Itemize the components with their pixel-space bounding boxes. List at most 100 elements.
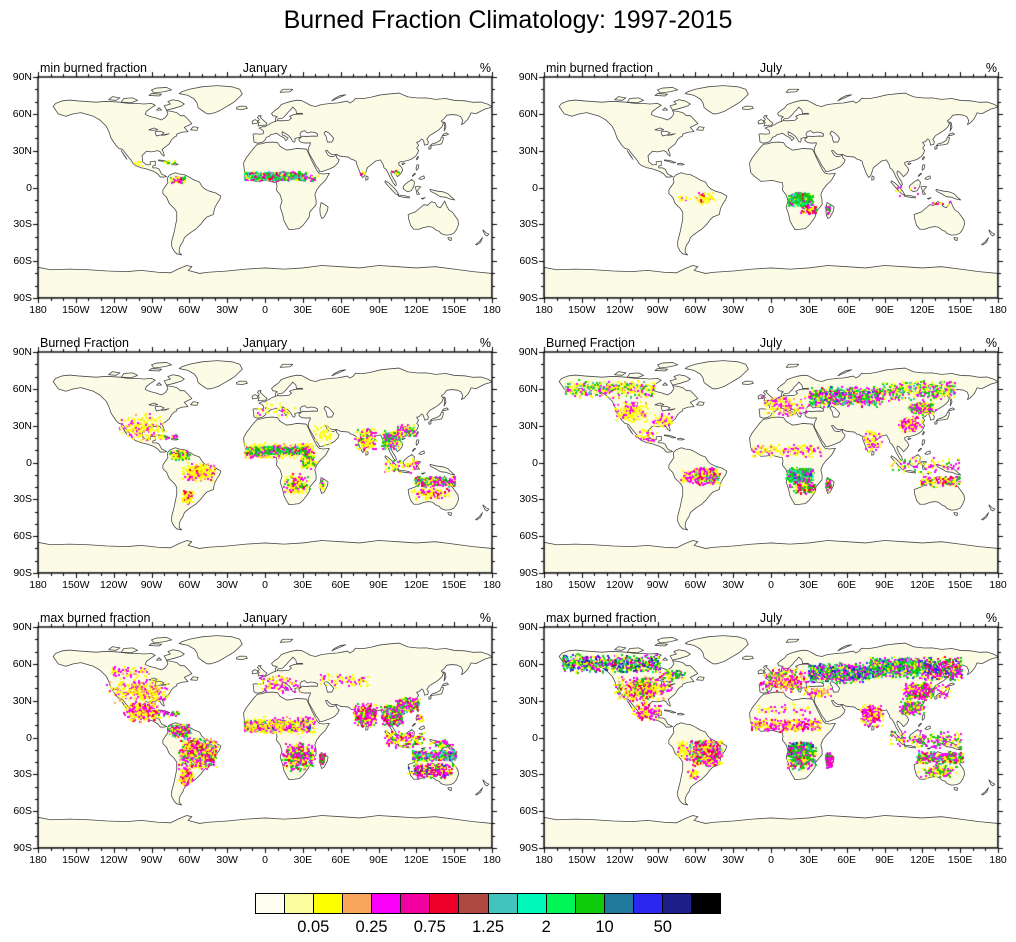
lat-tick-label: 90N <box>12 621 32 633</box>
panel-unit-label: % <box>985 336 997 350</box>
lat-tick-label: 60N <box>12 382 32 395</box>
map-data-canvas <box>536 619 1006 856</box>
map-data-canvas <box>536 344 1006 581</box>
lat-tick-label: 60S <box>519 805 538 818</box>
lat-tick-label: 30S <box>519 768 538 781</box>
colorbar-cell <box>662 894 692 913</box>
lon-tick-label: 60W <box>684 854 707 866</box>
lon-tick-label: 90W <box>140 854 163 866</box>
lon-tick-label: 0 <box>262 854 268 866</box>
lon-tick-label: 180 <box>989 304 1007 316</box>
lon-tick-label: 30W <box>722 854 744 866</box>
colorbar-tick-label: 0.25 <box>355 918 388 936</box>
lon-tick-label: 150E <box>441 579 467 591</box>
colorbar-cells <box>255 893 721 914</box>
lon-tick-label: 60W <box>684 579 707 591</box>
lat-tick-label: 90S <box>13 567 32 579</box>
lat-tick-label: 0 <box>532 181 538 194</box>
colorbar-cell <box>633 894 663 913</box>
lon-tick-label: 30E <box>799 579 819 591</box>
lat-tick-label: 30N <box>518 144 538 157</box>
lat-tick-label: 30S <box>519 493 538 506</box>
lat-tick-label: 90S <box>519 292 538 304</box>
lon-tick-label: 30W <box>216 579 238 591</box>
colorbar-tick-label: 50 <box>653 918 672 936</box>
lon-tick-label: 60W <box>178 304 201 316</box>
lon-tick-label: 180 <box>535 854 553 866</box>
lon-tick-label: 90E <box>875 854 894 866</box>
lon-tick-label: 60W <box>684 304 707 316</box>
colorbar-cell <box>459 894 489 913</box>
lon-tick-label: 0 <box>768 304 774 316</box>
lon-tick-label: 60W <box>178 579 201 591</box>
colorbar-cell <box>691 894 720 913</box>
lon-tick-label: 0 <box>768 854 774 866</box>
colorbar-cell <box>401 894 431 913</box>
lon-tick-label: 60E <box>837 854 856 866</box>
colorbar-cell <box>546 894 576 913</box>
lon-tick-label: 120W <box>99 854 128 866</box>
lat-tick-label: 30N <box>518 694 538 707</box>
lon-tick-label: 150E <box>947 854 973 866</box>
lat-tick-label: 90S <box>519 567 538 579</box>
lat-tick-label: 30N <box>518 419 538 432</box>
lon-tick-label: 120E <box>404 854 429 866</box>
map-data-canvas <box>30 344 500 581</box>
lon-tick-label: 120E <box>404 304 429 316</box>
colorbar-cell <box>372 894 402 913</box>
lat-tick-label: 90N <box>518 346 538 358</box>
lat-tick-label: 30N <box>12 144 32 157</box>
lon-tick-label: 30W <box>722 579 744 591</box>
lon-tick-label: 90E <box>875 579 894 591</box>
colorbar-cell <box>488 894 518 913</box>
lon-tick-label: 90E <box>369 304 388 316</box>
lon-tick-label: 120E <box>910 854 935 866</box>
lon-tick-label: 180 <box>29 304 47 316</box>
lon-tick-label: 30E <box>293 304 313 316</box>
lon-tick-label: 150W <box>568 579 596 591</box>
lon-tick-label: 180 <box>483 854 501 866</box>
panel-unit-label: % <box>479 611 491 625</box>
lat-tick-label: 90N <box>12 346 32 358</box>
lon-tick-label: 60E <box>837 579 856 591</box>
lon-tick-label: 90W <box>140 304 163 316</box>
lon-tick-label: 30E <box>293 579 313 591</box>
lat-tick-label: 30S <box>519 218 538 231</box>
lon-tick-label: 180 <box>483 579 501 591</box>
map-data-canvas <box>30 619 500 856</box>
lat-tick-label: 90N <box>12 71 32 83</box>
lon-tick-label: 180 <box>535 579 553 591</box>
lat-tick-label: 0 <box>26 181 32 194</box>
colorbar-cell <box>343 894 373 913</box>
lon-tick-label: 120E <box>910 579 935 591</box>
panel-unit-label: % <box>985 611 997 625</box>
lat-tick-label: 30S <box>13 768 32 781</box>
lon-tick-label: 30E <box>293 854 313 866</box>
lat-tick-label: 30N <box>12 419 32 432</box>
lon-tick-label: 120W <box>99 579 128 591</box>
panel-mean-july: Burned Fraction July % 90N 60N 30N 0 30S 60S 9… <box>519 336 1007 591</box>
panel-unit-label: % <box>479 336 491 350</box>
panel-min-january: min burned fraction January % 90N 60N 30N 0… <box>13 61 501 316</box>
lon-tick-label: 150W <box>568 304 596 316</box>
colorbar-tick-label: 10 <box>595 918 614 936</box>
lon-tick-label: 0 <box>262 579 268 591</box>
lon-tick-label: 30W <box>216 854 238 866</box>
lat-tick-label: 60N <box>518 107 538 120</box>
map-data-canvas <box>536 69 1006 306</box>
colorbar-tick-label: 0.05 <box>297 918 330 936</box>
colorbar-tick-label: 1.25 <box>471 918 505 936</box>
panel-unit-label: % <box>985 61 997 75</box>
lat-tick-label: 90N <box>518 71 538 83</box>
lon-tick-label: 150W <box>62 304 90 316</box>
panel-min-july: min burned fraction July % 90N 60N 30N 0 30S… <box>519 61 1007 316</box>
figure-title: Burned Fraction Climatology: 1997-2015 <box>283 6 733 34</box>
lon-tick-label: 60E <box>331 304 350 316</box>
lat-tick-label: 30S <box>13 493 32 506</box>
lon-tick-label: 90W <box>140 579 163 591</box>
lat-tick-label: 30N <box>12 694 32 707</box>
lon-tick-label: 150E <box>441 854 467 866</box>
panel-unit-label: % <box>479 61 491 75</box>
colorbar-tick-label: 2 <box>541 918 551 936</box>
lon-tick-label: 150E <box>441 304 467 316</box>
